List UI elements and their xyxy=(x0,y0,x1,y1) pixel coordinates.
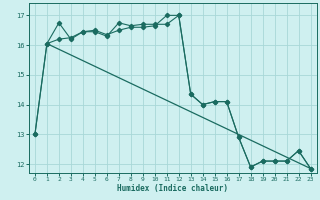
X-axis label: Humidex (Indice chaleur): Humidex (Indice chaleur) xyxy=(117,184,228,193)
